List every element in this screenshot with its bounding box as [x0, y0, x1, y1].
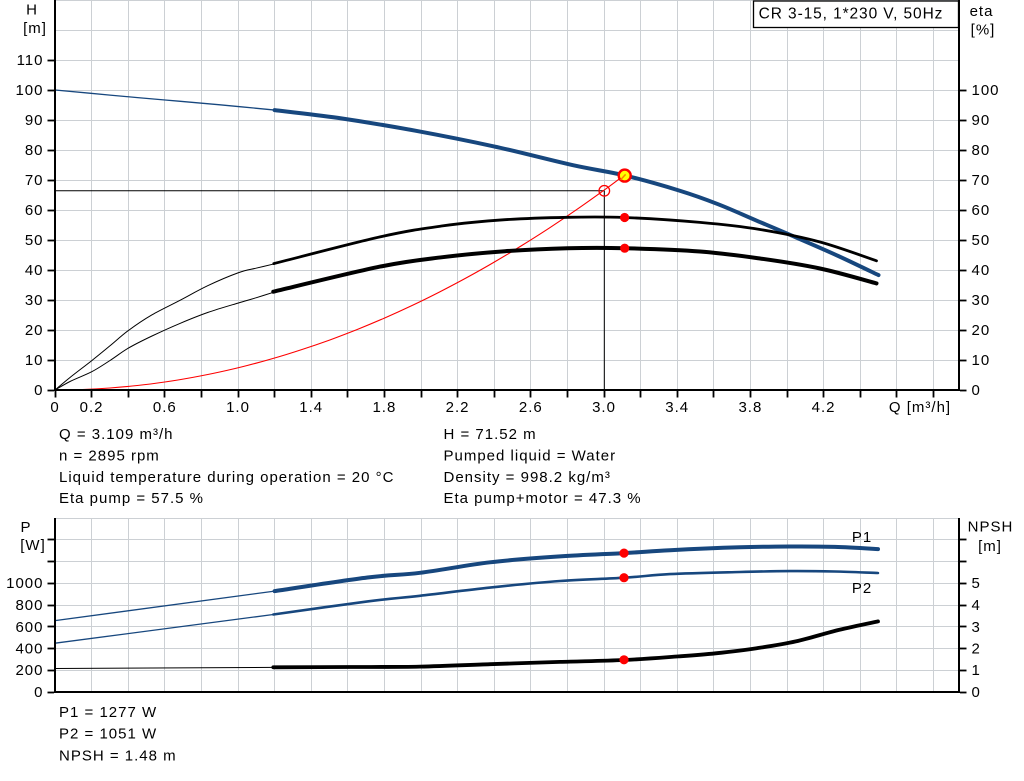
- svg-text:Q = 3.109 m³/h: Q = 3.109 m³/h: [59, 426, 173, 443]
- svg-text:20: 20: [972, 322, 991, 339]
- svg-text:40: 40: [972, 262, 991, 279]
- svg-text:90: 90: [25, 112, 44, 129]
- svg-text:2.6: 2.6: [519, 399, 543, 416]
- svg-text:P1: P1: [852, 529, 872, 546]
- svg-text:P2: P2: [852, 580, 872, 597]
- svg-text:30: 30: [972, 292, 991, 309]
- svg-text:1.8: 1.8: [372, 399, 396, 416]
- svg-text:3.8: 3.8: [738, 399, 762, 416]
- svg-text:2: 2: [972, 641, 981, 658]
- svg-text:2.2: 2.2: [446, 399, 470, 416]
- svg-text:H: H: [26, 1, 38, 18]
- svg-text:1: 1: [972, 662, 981, 679]
- svg-text:NPSH = 1.48 m: NPSH = 1.48 m: [59, 747, 177, 764]
- svg-text:NPSH: NPSH: [968, 518, 1014, 535]
- svg-text:3.4: 3.4: [665, 399, 689, 416]
- svg-text:0: 0: [972, 382, 981, 399]
- svg-text:20: 20: [25, 322, 44, 339]
- svg-text:80: 80: [972, 142, 991, 159]
- svg-text:3.0: 3.0: [592, 399, 616, 416]
- svg-text:50: 50: [25, 232, 44, 249]
- svg-text:[m]: [m]: [978, 538, 1002, 555]
- svg-text:0.6: 0.6: [153, 399, 177, 416]
- svg-text:10: 10: [972, 352, 991, 369]
- svg-text:CR 3-15, 1*230 V, 50Hz: CR 3-15, 1*230 V, 50Hz: [759, 6, 944, 23]
- svg-text:Density = 998.2 kg/m³: Density = 998.2 kg/m³: [444, 469, 611, 486]
- svg-text:1.4: 1.4: [299, 399, 323, 416]
- svg-text:600: 600: [15, 619, 43, 636]
- svg-text:P: P: [20, 519, 31, 536]
- svg-text:30: 30: [25, 292, 44, 309]
- svg-text:0: 0: [50, 399, 59, 416]
- svg-text:400: 400: [15, 641, 43, 658]
- svg-text:Eta pump+motor = 47.3 %: Eta pump+motor = 47.3 %: [444, 490, 642, 507]
- svg-text:Liquid temperature during oper: Liquid temperature during operation = 20…: [59, 469, 394, 486]
- svg-text:eta: eta: [970, 3, 994, 20]
- svg-text:70: 70: [25, 172, 44, 189]
- svg-text:0: 0: [972, 684, 981, 701]
- svg-text:100: 100: [15, 82, 43, 99]
- svg-text:3: 3: [972, 619, 981, 636]
- svg-text:100: 100: [972, 82, 1000, 99]
- svg-text:60: 60: [25, 202, 44, 219]
- svg-text:40: 40: [25, 262, 44, 279]
- svg-text:Eta pump = 57.5 %: Eta pump = 57.5 %: [59, 490, 204, 507]
- svg-text:0.2: 0.2: [80, 399, 104, 416]
- svg-text:1000: 1000: [6, 575, 43, 592]
- svg-text:800: 800: [15, 597, 43, 614]
- svg-text:4.2: 4.2: [812, 399, 836, 416]
- svg-text:[W]: [W]: [20, 537, 46, 554]
- svg-text:110: 110: [17, 52, 44, 69]
- svg-text:0: 0: [34, 382, 43, 399]
- svg-text:10: 10: [25, 352, 44, 369]
- svg-text:P1 = 1277 W: P1 = 1277 W: [59, 704, 157, 721]
- svg-text:Pumped liquid = Water: Pumped liquid = Water: [444, 448, 617, 465]
- svg-text:n = 2895 rpm: n = 2895 rpm: [59, 448, 160, 465]
- svg-text:[%]: [%]: [971, 21, 996, 38]
- svg-text:50: 50: [972, 232, 991, 249]
- svg-text:60: 60: [972, 202, 991, 219]
- svg-text:4: 4: [972, 597, 981, 614]
- svg-text:[m]: [m]: [23, 20, 47, 37]
- svg-text:70: 70: [972, 172, 991, 189]
- svg-text:200: 200: [15, 662, 43, 679]
- svg-text:80: 80: [25, 142, 44, 159]
- svg-text:P2 = 1051 W: P2 = 1051 W: [59, 726, 157, 743]
- svg-text:1.0: 1.0: [226, 399, 250, 416]
- svg-text:90: 90: [972, 112, 991, 129]
- svg-text:0: 0: [34, 684, 43, 701]
- svg-text:5: 5: [972, 575, 981, 592]
- svg-text:Q [m³/h]: Q [m³/h]: [889, 399, 951, 416]
- svg-text:H = 71.52 m: H = 71.52 m: [444, 426, 537, 443]
